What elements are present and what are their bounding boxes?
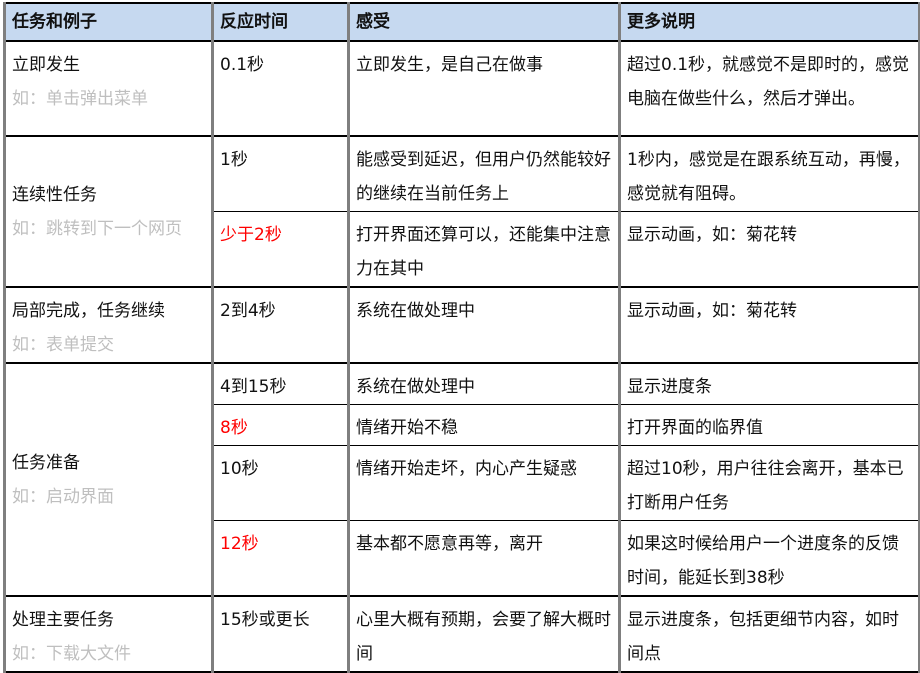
note-cell: 1秒内，感觉是在跟系统互动，再慢，感觉就有阻碍。	[618, 135, 920, 212]
header-time: 反应时间	[211, 2, 350, 42]
table-row: 立即发生 如：单击弹出菜单 0.1秒 立即发生，是自己在做事 超过0.1秒，就感觉不是即…	[3, 40, 920, 137]
note-cell: 超过0.1秒，就感觉不是即时的，感觉电脑在做些什么，然后才弹出。	[618, 40, 920, 137]
table-row: 处理主要任务 如：下载大文件 15秒或更长 心里大概有预期，会要了解大概时间 显示进度条…	[3, 595, 920, 673]
table-row: 10秒 情绪开始走坏，内心产生疑惑 超过10秒，用户往往会离开，基本已打断用户任务	[5, 445, 920, 521]
time-cell: 4到15秒	[211, 362, 350, 405]
time-cell: 10秒	[211, 445, 350, 521]
note-cell: 显示动画，如：菊花转	[618, 286, 920, 364]
table-row: 12秒 基本都不愿意再等，离开 如果这时候给用户一个进度条的反馈时间，能延长到38秒	[5, 520, 920, 597]
header-feeling: 感受	[347, 2, 621, 42]
time-cell: 8秒	[211, 404, 350, 446]
feeling-cell: 打开界面还算可以，还能集中注意力在其中	[347, 211, 621, 288]
note-cell: 显示进度条	[618, 362, 920, 405]
response-time-table: 任务和例子 反应时间 感受 更多说明 立即发生 如：单击弹出菜单 0.1秒 立即发生，…	[3, 2, 920, 673]
header-row: 任务和例子 反应时间 感受 更多说明	[3, 2, 920, 42]
time-cell: 2到4秒	[211, 286, 350, 364]
task-name: 处理主要任务	[12, 610, 114, 630]
table-row: 8秒 情绪开始不稳 打开界面的临界值	[5, 404, 920, 446]
task-example: 如：表单提交	[12, 335, 114, 355]
header-note: 更多说明	[618, 2, 920, 42]
time-cell: 1秒	[211, 135, 350, 212]
task-name: 立即发生	[12, 55, 80, 75]
task-example: 如：单击弹出菜单	[12, 89, 148, 109]
note-cell: 超过10秒，用户往往会离开，基本已打断用户任务	[618, 445, 920, 521]
feeling-cell: 系统在做处理中	[347, 286, 621, 364]
time-cell: 15秒或更长	[211, 595, 350, 673]
note-cell: 打开界面的临界值	[618, 404, 920, 446]
time-cell: 12秒	[211, 520, 350, 597]
task-name: 局部完成，任务继续	[12, 301, 165, 321]
table-row: 连续性任务 如：跳转到下一个网页 1秒 能感受到延迟，但用户仍然能较好的继续在当前任务…	[3, 135, 920, 288]
table-row: 任务准备 如：启动界面 4到15秒 系统在做处理中 显示进度条	[3, 362, 920, 597]
task-example: 如：下载大文件	[12, 644, 131, 664]
feeling-cell: 情绪开始走坏，内心产生疑惑	[347, 445, 621, 521]
task-cell: 局部完成，任务继续 如：表单提交	[3, 286, 214, 364]
task-example: 如：启动界面	[12, 486, 114, 507]
note-cell: 显示进度条，包括更细节内容，如时间点	[618, 595, 920, 673]
task-cell: 连续性任务如：跳转到下一个网页	[3, 135, 214, 288]
table-row: 少于2秒 打开界面还算可以，还能集中注意力在其中 显示动画，如：菊花转	[5, 211, 920, 288]
feeling-cell: 心里大概有预期，会要了解大概时间	[347, 595, 621, 673]
task-cell: 处理主要任务 如：下载大文件	[3, 595, 214, 673]
header-task: 任务和例子	[3, 2, 214, 42]
task-name: 连续性任务	[12, 184, 97, 205]
task-cell: 立即发生如：单击弹出菜单	[3, 40, 214, 137]
table-row: 局部完成，任务继续 如：表单提交 2到4秒 系统在做处理中 显示动画，如：菊花转	[3, 286, 920, 364]
task-example: 如：跳转到下一个网页	[12, 218, 182, 239]
task-cell: 任务准备如：启动界面	[3, 362, 214, 597]
feeling-cell: 能感受到延迟，但用户仍然能较好的继续在当前任务上	[347, 135, 621, 212]
note-cell: 显示动画，如：菊花转	[618, 211, 920, 288]
task-name: 任务准备	[12, 452, 80, 473]
feeling-cell: 系统在做处理中	[347, 362, 621, 405]
time-cell: 少于2秒	[211, 211, 350, 288]
feeling-cell: 情绪开始不稳	[347, 404, 621, 446]
feeling-cell: 基本都不愿意再等，离开	[347, 520, 621, 597]
note-cell: 如果这时候给用户一个进度条的反馈时间，能延长到38秒	[618, 520, 920, 597]
time-cell: 0.1秒	[211, 40, 350, 137]
feeling-cell: 立即发生，是自己在做事	[347, 40, 621, 137]
